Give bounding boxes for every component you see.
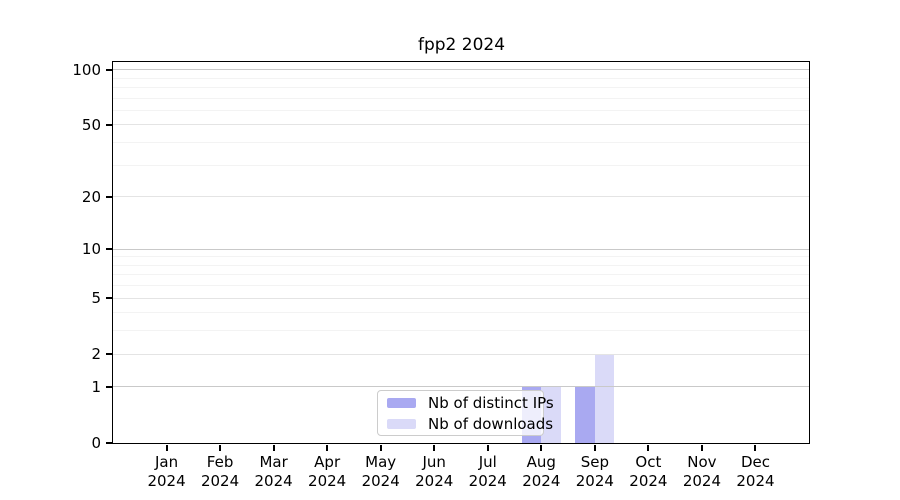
x-tick-year: 2024 <box>629 472 668 490</box>
legend-swatch-distinct-ips <box>387 397 416 408</box>
gridline-y-20 <box>113 196 809 198</box>
gridline-y-4 <box>113 312 809 314</box>
gridline-y-40 <box>113 142 809 144</box>
gridline-y-3 <box>113 330 809 332</box>
x-tick-year: 2024 <box>468 472 507 490</box>
gridline-y-2 <box>113 353 809 355</box>
y-tick-label-5: 5 <box>91 289 101 308</box>
x-tick-apr-2024 <box>326 445 329 451</box>
x-tick-year: 2024 <box>415 472 454 490</box>
gridline-y-80 <box>113 86 809 88</box>
x-tick-mar-2024 <box>272 445 275 451</box>
y-tick-0 <box>106 442 112 444</box>
y-tick-50 <box>106 123 112 126</box>
x-tick-label-dec-2024: Dec 2024 <box>723 453 787 491</box>
x-tick-month: Sep <box>580 453 609 471</box>
x-tick-sep-2024 <box>593 445 596 451</box>
y-tick-label-1: 1 <box>91 377 101 396</box>
x-tick-month: Jun <box>422 453 446 471</box>
x-tick-month: Jul <box>478 453 497 471</box>
gridline-y-9 <box>113 256 809 258</box>
x-tick-year: 2024 <box>308 472 347 490</box>
x-tick-label-mar-2024: Mar 2024 <box>242 453 306 491</box>
gridline-y-5 <box>113 297 809 299</box>
y-tick-label-20: 20 <box>81 187 101 206</box>
x-tick-month: Oct <box>635 453 662 471</box>
legend: Nb of distinct IPs Nb of downloads <box>377 390 554 436</box>
x-tick-year: 2024 <box>736 472 775 490</box>
x-tick-month: Feb <box>206 453 234 471</box>
x-tick-jul-2024 <box>486 445 489 451</box>
gridline-y-6 <box>113 285 809 287</box>
x-tick-label-may-2024: May 2024 <box>349 453 413 491</box>
x-tick-jun-2024 <box>433 445 436 451</box>
x-tick-may-2024 <box>379 445 382 451</box>
gridline-y-90 <box>113 77 809 79</box>
x-tick-year: 2024 <box>682 472 722 490</box>
x-tick-label-aug-2024: Aug 2024 <box>509 453 573 491</box>
gridline-y-70 <box>113 97 809 99</box>
x-tick-aug-2024 <box>540 445 543 451</box>
x-tick-year: 2024 <box>575 472 614 490</box>
x-tick-year: 2024 <box>522 472 561 490</box>
y-tick-100 <box>106 68 112 71</box>
gridline-y-10 <box>113 248 809 250</box>
y-tick-label-2: 2 <box>91 345 101 364</box>
y-tick-10 <box>106 248 112 250</box>
x-tick-label-feb-2024: Feb 2024 <box>188 453 252 491</box>
x-tick-label-sep-2024: Sep 2024 <box>563 453 627 491</box>
legend-item-downloads: Nb of downloads <box>387 416 553 432</box>
x-tick-year: 2024 <box>147 472 186 490</box>
y-tick-20 <box>106 195 112 198</box>
x-tick-label-jul-2024: Jul 2024 <box>456 453 520 491</box>
y-tick-label-10: 10 <box>81 240 101 258</box>
x-tick-month: May <box>365 453 397 471</box>
chart-title: fpp2 2024 <box>417 35 506 55</box>
gridline-y-50 <box>113 124 809 126</box>
y-tick-label-50: 50 <box>81 115 101 134</box>
x-tick-month: Dec <box>740 453 770 471</box>
x-tick-label-nov-2024: Nov 2024 <box>670 453 734 491</box>
y-tick-label-0: 0 <box>91 434 101 452</box>
x-tick-jan-2024 <box>165 445 168 451</box>
gridline-y-1 <box>113 386 809 388</box>
gridline-y-7 <box>113 274 809 276</box>
y-tick-2 <box>106 353 112 356</box>
x-tick-oct-2024 <box>647 445 650 451</box>
x-tick-month: Aug <box>526 453 556 471</box>
x-tick-year: 2024 <box>200 472 240 490</box>
x-tick-label-jan-2024: Jan 2024 <box>135 453 199 491</box>
legend-label-downloads: Nb of downloads <box>428 414 554 433</box>
x-tick-year: 2024 <box>254 472 293 490</box>
gridline-y-30 <box>113 164 809 166</box>
bar-downloads-aug-2024 <box>541 386 561 443</box>
x-tick-label-jun-2024: Jun 2024 <box>402 453 466 491</box>
gridline-y-100 <box>113 69 809 71</box>
y-tick-label-100: 100 <box>72 60 101 79</box>
x-tick-feb-2024 <box>219 445 222 451</box>
x-tick-label-apr-2024: Apr 2024 <box>295 453 359 491</box>
legend-label-distinct-ips: Nb of distinct IPs <box>428 393 554 412</box>
gridline-y-8 <box>113 264 809 266</box>
gridline-y-60 <box>113 109 809 111</box>
x-tick-label-oct-2024: Oct 2024 <box>616 453 680 491</box>
x-tick-month: Jan <box>154 453 179 471</box>
plot-area: Nb of distinct IPs Nb of downloads <box>112 61 810 444</box>
bar-downloads-sep-2024 <box>594 354 615 443</box>
x-tick-dec-2024 <box>754 445 757 451</box>
legend-item-distinct-ips: Nb of distinct IPs <box>387 395 554 411</box>
x-tick-month: Nov <box>687 453 717 471</box>
y-tick-5 <box>106 297 112 300</box>
x-tick-month: Mar <box>259 453 288 471</box>
x-tick-year: 2024 <box>361 472 400 490</box>
y-tick-1 <box>106 385 112 388</box>
bar-distinct-ips-sep-2024 <box>575 386 595 443</box>
x-tick-month: Apr <box>314 453 341 471</box>
x-tick-nov-2024 <box>700 445 703 451</box>
legend-swatch-downloads <box>387 418 416 429</box>
